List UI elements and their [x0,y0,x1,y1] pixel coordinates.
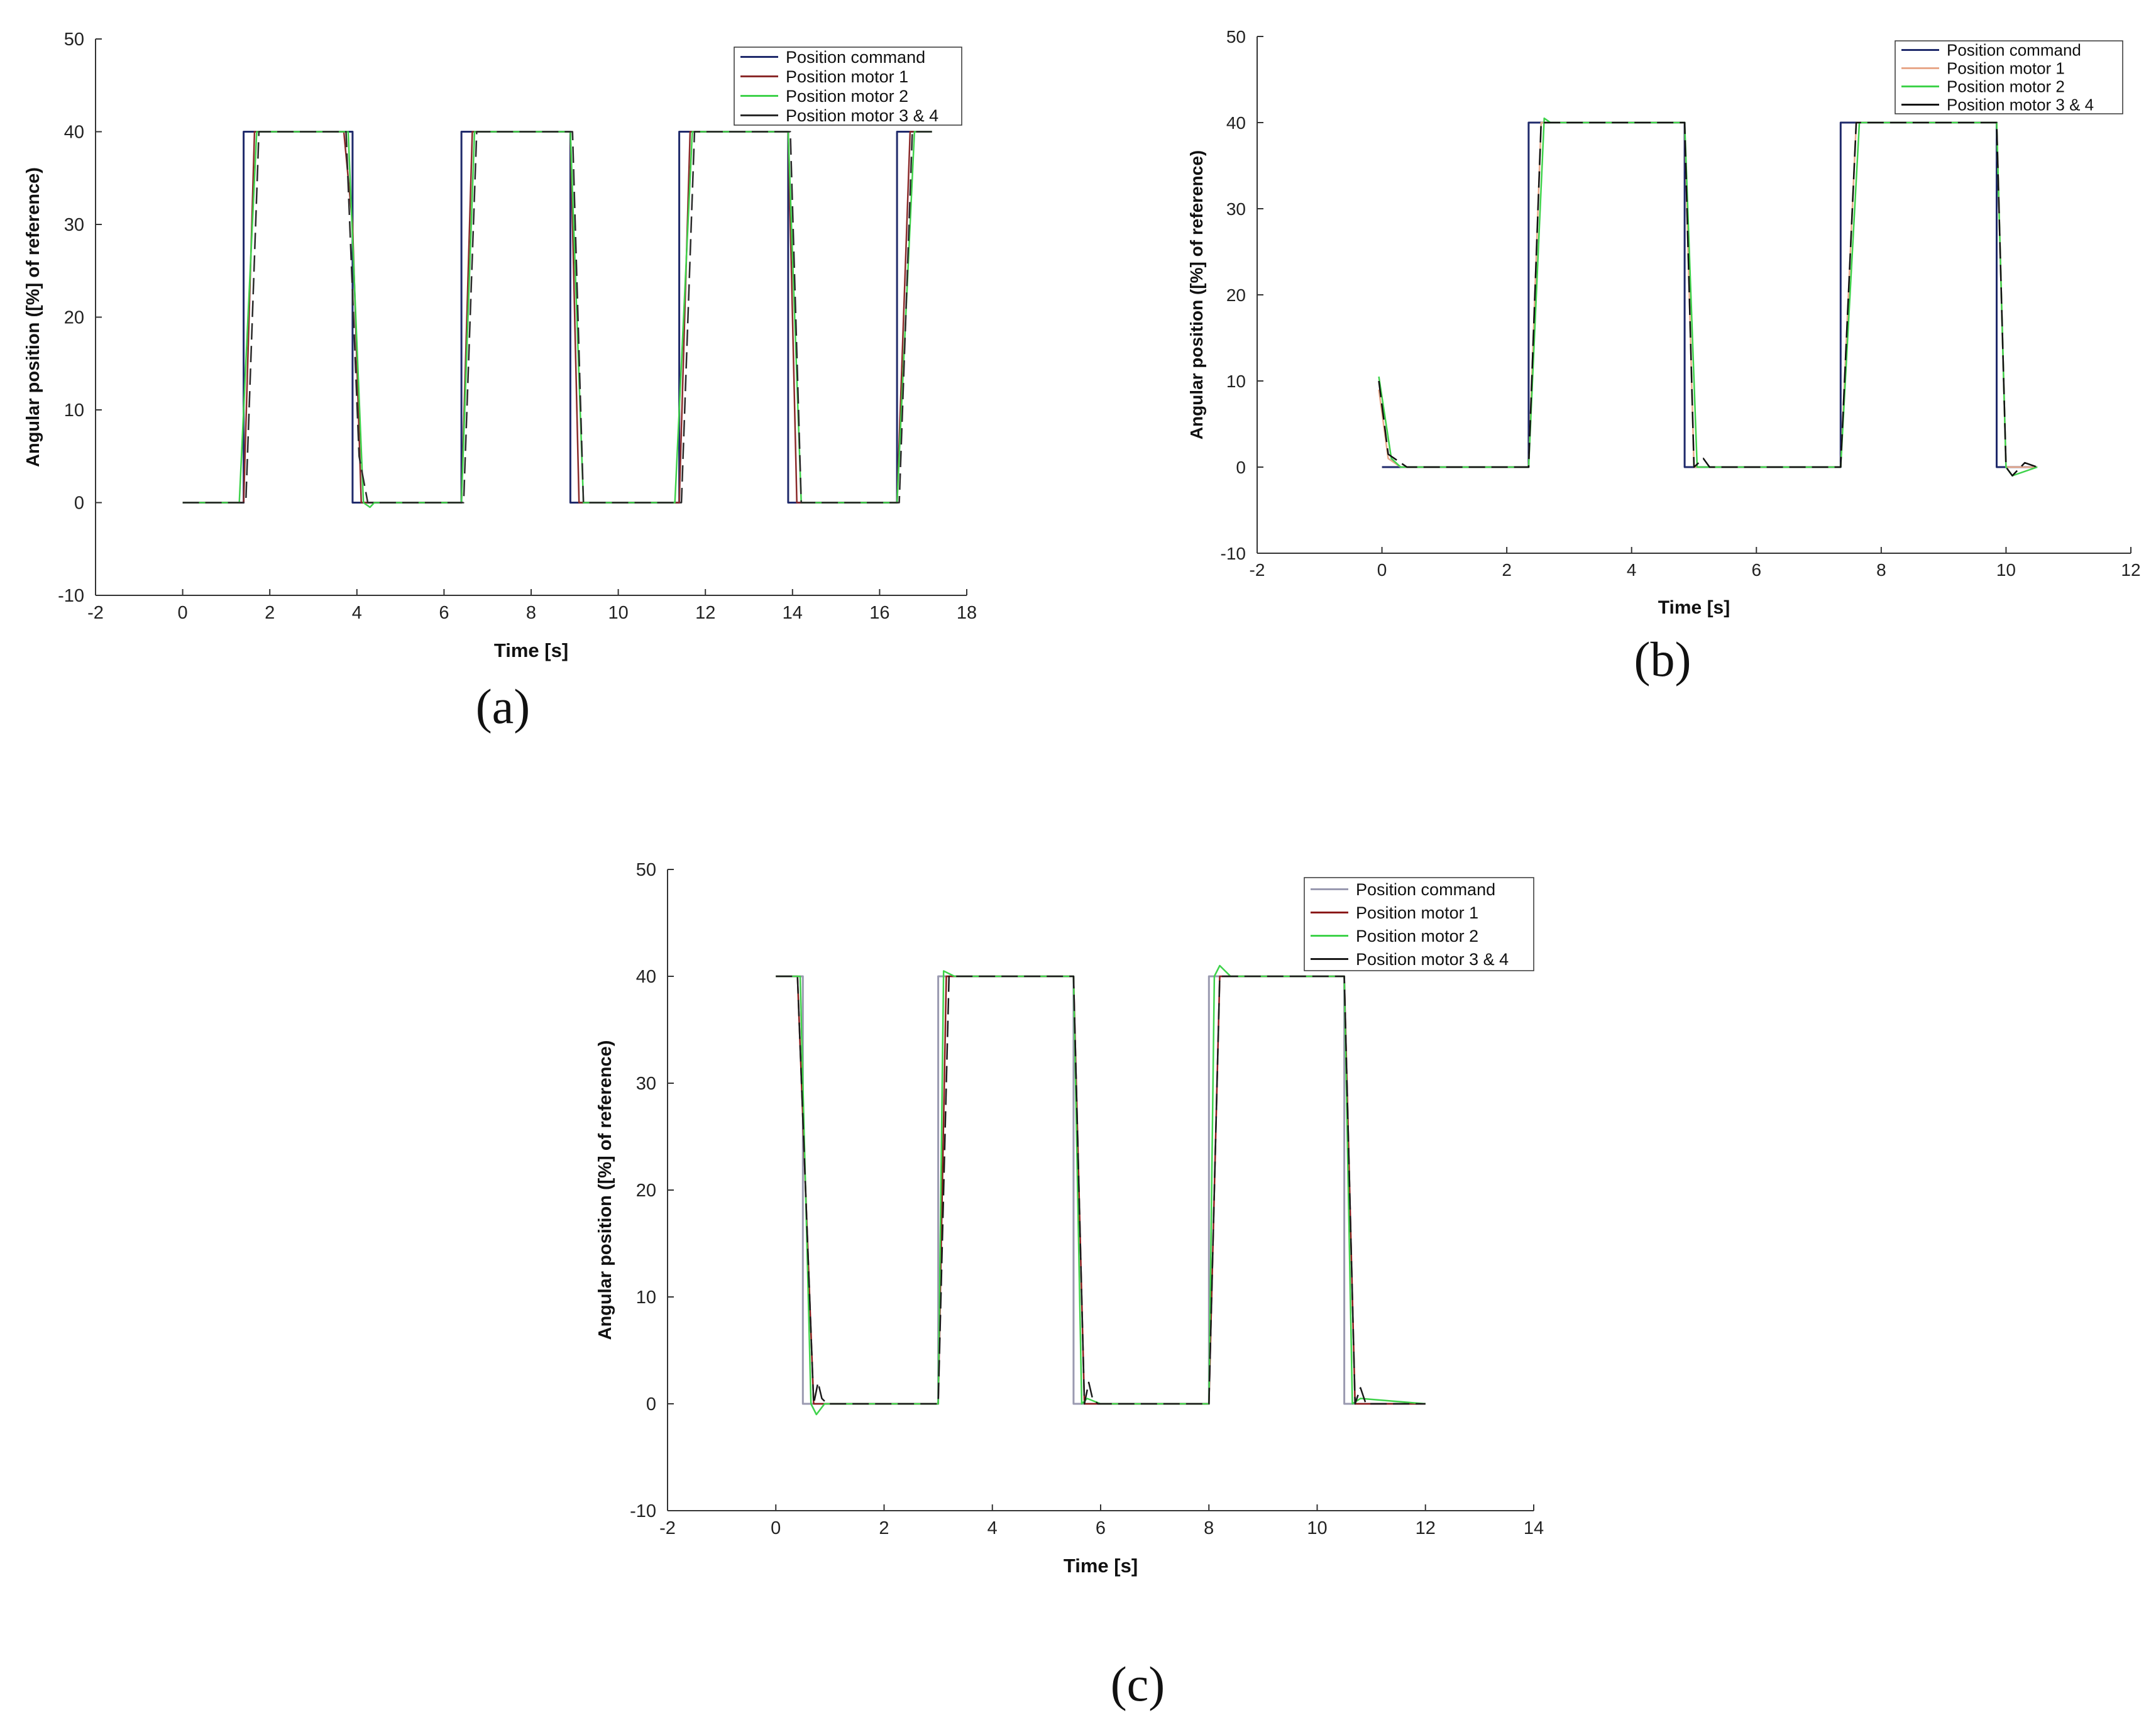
y-tick-label: 40 [1226,113,1246,133]
series-line-3 [182,131,932,509]
x-tick-label: 8 [1876,560,1886,580]
x-tick-label: 18 [957,603,977,623]
panel-label-b: (b) [1634,632,1691,687]
y-tick-label: 30 [64,215,84,235]
legend-label: Position motor 2 [1947,77,2065,96]
y-axis-label: Angular position ([%] of reference) [1187,150,1206,439]
x-tick-label: 4 [987,1518,998,1538]
y-tick-label: 10 [636,1288,656,1308]
x-tick-label: 10 [608,603,628,623]
y-tick-label: 50 [636,860,656,880]
legend-label: Position command [1947,41,2081,60]
y-tick-label: 20 [64,308,84,328]
legend-label: Position motor 2 [1356,927,1478,946]
series-line-2 [182,131,932,504]
x-tick-label: 14 [1524,1518,1544,1538]
chart-c: -2 0 2 4 6 8 10 12 14 -10 0 10 20 30 40 50 Time [s] Angul… [595,860,1544,1577]
series-line-4 [1378,121,2038,477]
y-tick-label: 40 [636,967,656,987]
legend-box [1895,40,2123,114]
legend-label: Position command [1356,880,1495,899]
legend-label: Position motor 2 [786,87,908,106]
y-tick-label: 10 [64,400,84,421]
x-tick-label: -2 [1250,560,1265,580]
x-axis-label: Time [s] [1064,1555,1138,1577]
chart-b: -2 0 2 4 6 8 10 12 -10 0 10 20 30 40 50 Time [s] Angular… [1187,27,2140,618]
y-tick-label: 50 [64,30,84,50]
y-axis-label: Angular position ([%] of reference) [595,1040,615,1340]
y-tick-label: 20 [1226,285,1246,305]
series-line-3 [776,964,1426,1416]
y-tick-label: 30 [1226,199,1246,219]
y-tick-label: 10 [1226,372,1246,391]
legend-label: Position motor 1 [1947,59,2065,78]
x-tick-label: 6 [439,603,449,623]
x-tick-label: 14 [783,603,803,623]
panel-label-a: (a) [476,679,531,734]
x-tick-label: 16 [869,603,889,623]
x-tick-label: 2 [879,1518,889,1538]
y-tick-label: 0 [1236,458,1246,477]
x-tick-label: 4 [1627,560,1637,580]
chart-a: -2 0 2 4 6 8 10 12 14 16 18 -10 0 10 20 30 40 50 Time [s] A… [23,30,977,661]
x-tick-label: 8 [1204,1518,1214,1538]
y-tick-label: 0 [74,494,84,514]
x-tick-label: 12 [1416,1518,1436,1538]
series-line-2 [776,975,1426,1405]
x-tick-label: 4 [352,603,362,623]
y-tick-label: 30 [636,1074,656,1094]
legend-label: Position motor 1 [1356,903,1478,922]
legend-box [734,47,962,126]
legend: Position command Position motor 1 Position… [1304,877,1534,971]
legend-label: Position motor 3 & 4 [1947,96,2094,114]
x-tick-label: 6 [1751,560,1761,580]
series-line-1 [1382,121,2038,468]
y-axis-label: Angular position ([%] of reference) [23,167,43,467]
x-tick-label: 10 [1996,560,2016,580]
series-line-4 [182,131,932,504]
series-line-1 [182,131,932,504]
x-tick-label: 6 [1096,1518,1106,1538]
x-tick-label: 0 [771,1518,781,1538]
y-tick-label: -10 [630,1501,656,1521]
x-tick-label: 8 [526,603,536,623]
x-tick-label: 2 [265,603,275,623]
legend-label: Position motor 1 [786,67,908,86]
legend-box [1304,877,1534,971]
y-tick-label: 20 [636,1181,656,1201]
y-tick-label: 0 [646,1394,656,1414]
x-tick-label: 10 [1307,1518,1327,1538]
x-tick-label: 2 [1502,560,1512,580]
x-tick-label: 12 [2121,560,2140,580]
series-line-1 [776,975,1426,1405]
y-tick-label: 40 [64,123,84,143]
panel-label-c: (c) [1111,1657,1165,1711]
legend-label: Position motor 3 & 4 [1356,950,1509,969]
y-tick-label: 50 [1226,27,1246,47]
x-tick-label: 0 [1377,560,1387,580]
x-axis-label: Time [s] [494,639,568,661]
legend-label: Position command [786,48,925,67]
x-tick-label: -2 [659,1518,676,1538]
legend-label: Position motor 3 & 4 [786,106,938,125]
y-tick-label: -10 [58,586,84,606]
x-axis-label: Time [s] [1658,597,1730,618]
series-line-4 [776,975,1426,1405]
y-tick-label: -10 [1221,544,1246,563]
x-tick-label: 0 [178,603,188,623]
x-tick-label: -2 [87,603,104,623]
series-line-2 [1378,121,2038,468]
x-tick-label: 12 [695,603,715,623]
series-line-3 [1378,117,2038,477]
